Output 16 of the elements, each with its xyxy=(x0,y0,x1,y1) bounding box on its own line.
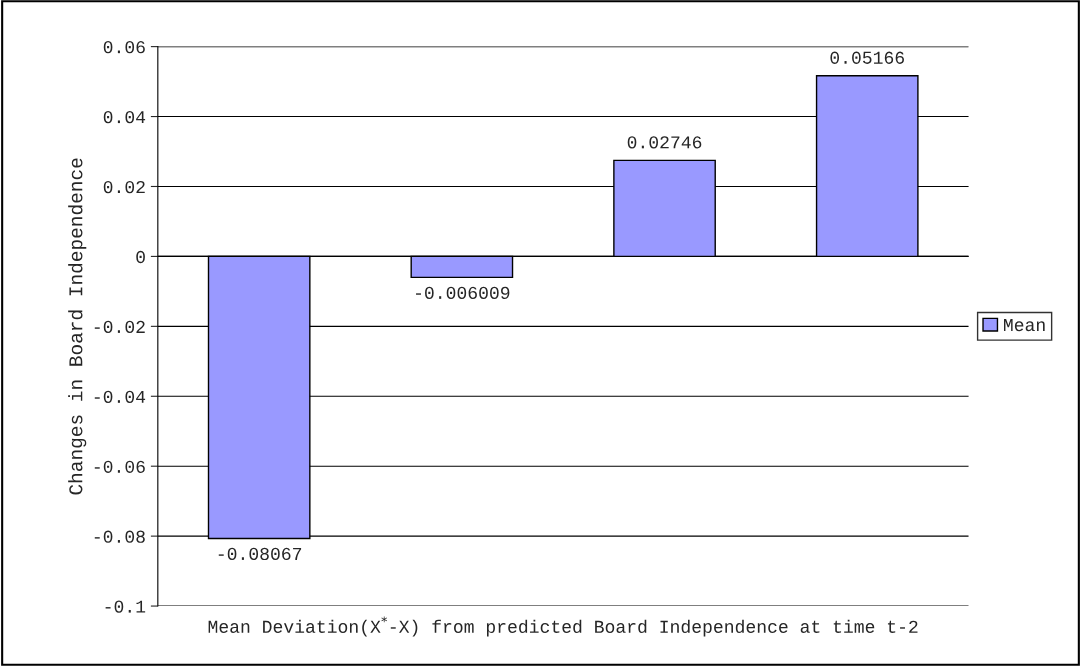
y-tick-label: -0.08 xyxy=(94,530,145,543)
y-tick-label: 0 xyxy=(136,250,145,264)
y-tick-label: -0.02 xyxy=(94,320,145,334)
data-label: -0.006009 xyxy=(416,286,510,300)
y-tick-label: 0.06 xyxy=(103,41,145,54)
y-tick-label: 0.02 xyxy=(103,180,145,194)
y-tick-label: 0.04 xyxy=(103,111,146,124)
data-label: 0.05166 xyxy=(830,51,904,64)
x-axis-title: Mean Deviation(X$^{*}$-X) from predicted Board Independence at time t-2 xyxy=(208,616,918,637)
y-axis-title: Changes in Board Independence xyxy=(68,158,87,495)
y-tick-label: -0.06 xyxy=(94,460,145,473)
legend-label: Mean xyxy=(1004,319,1045,332)
data-label: -0.08067 xyxy=(218,547,302,561)
y-tick-label: -0.04 xyxy=(94,390,146,403)
y-tick-label: -0.1 xyxy=(105,600,146,613)
data-label: 0.02746 xyxy=(627,136,702,149)
